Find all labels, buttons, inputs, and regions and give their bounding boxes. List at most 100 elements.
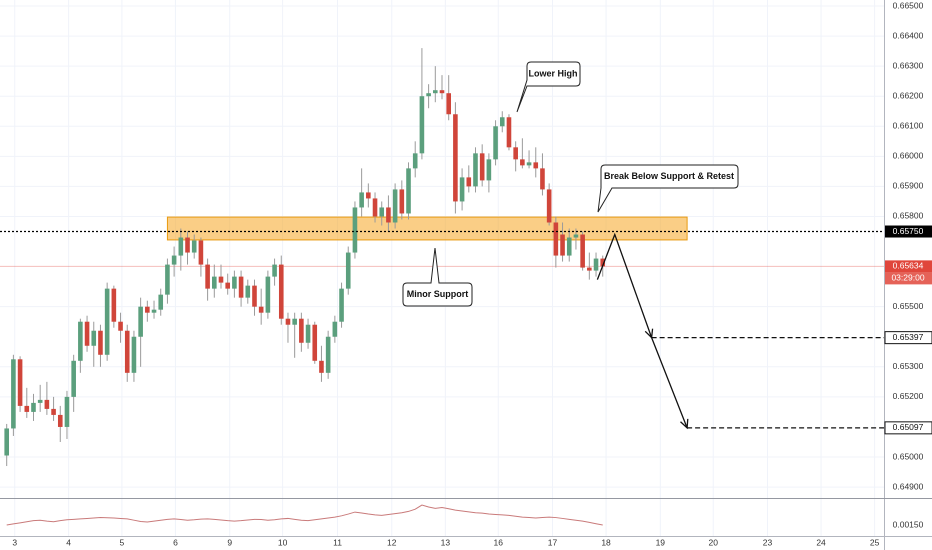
candle-body: [71, 360, 76, 397]
candle-body: [399, 189, 405, 214]
candle-body: [325, 336, 331, 373]
callout-text: Minor Support: [407, 289, 469, 299]
callout-box: [597, 164, 739, 213]
candle-body: [526, 162, 532, 166]
candle-body: [600, 258, 606, 267]
candle-body: [118, 321, 123, 331]
y-tick-label: 0.65900: [893, 181, 924, 191]
candle-body: [379, 207, 385, 217]
candle-body: [392, 189, 398, 223]
candle-body: [171, 255, 177, 265]
candle-body: [232, 276, 237, 289]
candle-body: [593, 258, 599, 271]
candle-body: [419, 96, 425, 154]
candle-body: [587, 267, 592, 271]
candle-body: [499, 117, 505, 127]
candle-body: [299, 318, 304, 343]
y-tick-label: 0.66100: [893, 121, 924, 131]
y-tick-label: 0.66500: [893, 0, 924, 10]
candle-body: [580, 234, 585, 268]
support-zone: [166, 216, 688, 241]
candle-body: [245, 285, 251, 298]
candle-body: [292, 318, 297, 325]
candle-body: [205, 264, 210, 289]
candle-body: [553, 222, 559, 256]
candle-body: [131, 336, 137, 373]
candle-body: [446, 93, 451, 115]
callout: Minor Support: [402, 247, 473, 307]
x-tick-label: 24: [816, 537, 826, 547]
candle-body: [111, 288, 117, 322]
price-badge: [884, 331, 932, 345]
candle-body: [359, 192, 364, 208]
candle-body: [533, 162, 539, 169]
x-tick-label: 23: [763, 537, 773, 547]
candle-body: [151, 309, 157, 313]
candle-body: [546, 189, 552, 223]
x-tick-label: 6: [173, 537, 178, 547]
candle-body: [566, 237, 572, 256]
candle-body: [258, 306, 264, 313]
candle-body: [218, 276, 224, 283]
candle-body: [486, 159, 492, 181]
candle-body: [185, 237, 190, 253]
y-tick-label: 0.66200: [893, 90, 924, 100]
price-badge: [884, 421, 932, 435]
x-tick-label: 9: [227, 537, 232, 547]
price-badge-label: 0.65634: [893, 261, 924, 271]
y-tick-label: 0.65500: [893, 301, 924, 311]
candle-body: [412, 153, 418, 169]
candle-body: [319, 360, 324, 373]
x-tick-label: 10: [278, 537, 288, 547]
candle-body: [78, 321, 83, 361]
candle-body: [386, 207, 391, 223]
candle-body: [44, 399, 50, 409]
x-tick-label: 20: [708, 537, 718, 547]
candle-body: [272, 264, 277, 277]
plot: [0, 48, 884, 526]
candle-body: [31, 402, 36, 412]
x-tick-label: 18: [601, 537, 611, 547]
candle-body: [138, 306, 143, 337]
candle-body: [91, 330, 97, 346]
y-tick-label: 0.65800: [893, 211, 924, 221]
callout: Lower High: [516, 61, 581, 113]
callout: Break Below Support & Retest: [597, 164, 739, 213]
candle-body: [84, 321, 90, 346]
candle-body: [124, 330, 130, 373]
candle-body: [426, 93, 431, 97]
y-tick-label: 0.65200: [893, 391, 924, 401]
candle-body: [265, 276, 271, 313]
x-tick-label: 17: [548, 537, 558, 547]
candle-body: [345, 252, 351, 289]
y-tick-label: 0.66000: [893, 151, 924, 161]
candle-body: [37, 399, 43, 403]
candle-body: [24, 405, 30, 412]
candle-body: [433, 90, 438, 94]
candle-body: [225, 282, 230, 289]
candle-body: [453, 114, 458, 202]
candle-body: [104, 288, 110, 355]
candle-body: [473, 153, 478, 187]
candle-body: [305, 324, 311, 343]
y-tick-label: 0.65300: [893, 361, 924, 371]
callout-text: Break Below Support & Retest: [604, 171, 734, 181]
x-tick-label: 4: [66, 537, 71, 547]
candle-body: [4, 428, 9, 456]
candle-body: [98, 330, 103, 355]
arrow-head: [644, 328, 654, 340]
candle-body: [17, 359, 23, 406]
candle-body: [198, 240, 204, 265]
callout-text: Lower High: [529, 68, 578, 78]
candle-body: [165, 264, 170, 295]
x-tick-label: 13: [441, 537, 451, 547]
candle-body: [238, 276, 244, 298]
price-badge-label: 0.65750: [893, 226, 924, 236]
candle-body: [158, 294, 164, 310]
price-badge: [885, 225, 932, 238]
candle-body: [560, 234, 565, 256]
candle-body: [332, 321, 338, 337]
candle-body: [459, 177, 465, 202]
